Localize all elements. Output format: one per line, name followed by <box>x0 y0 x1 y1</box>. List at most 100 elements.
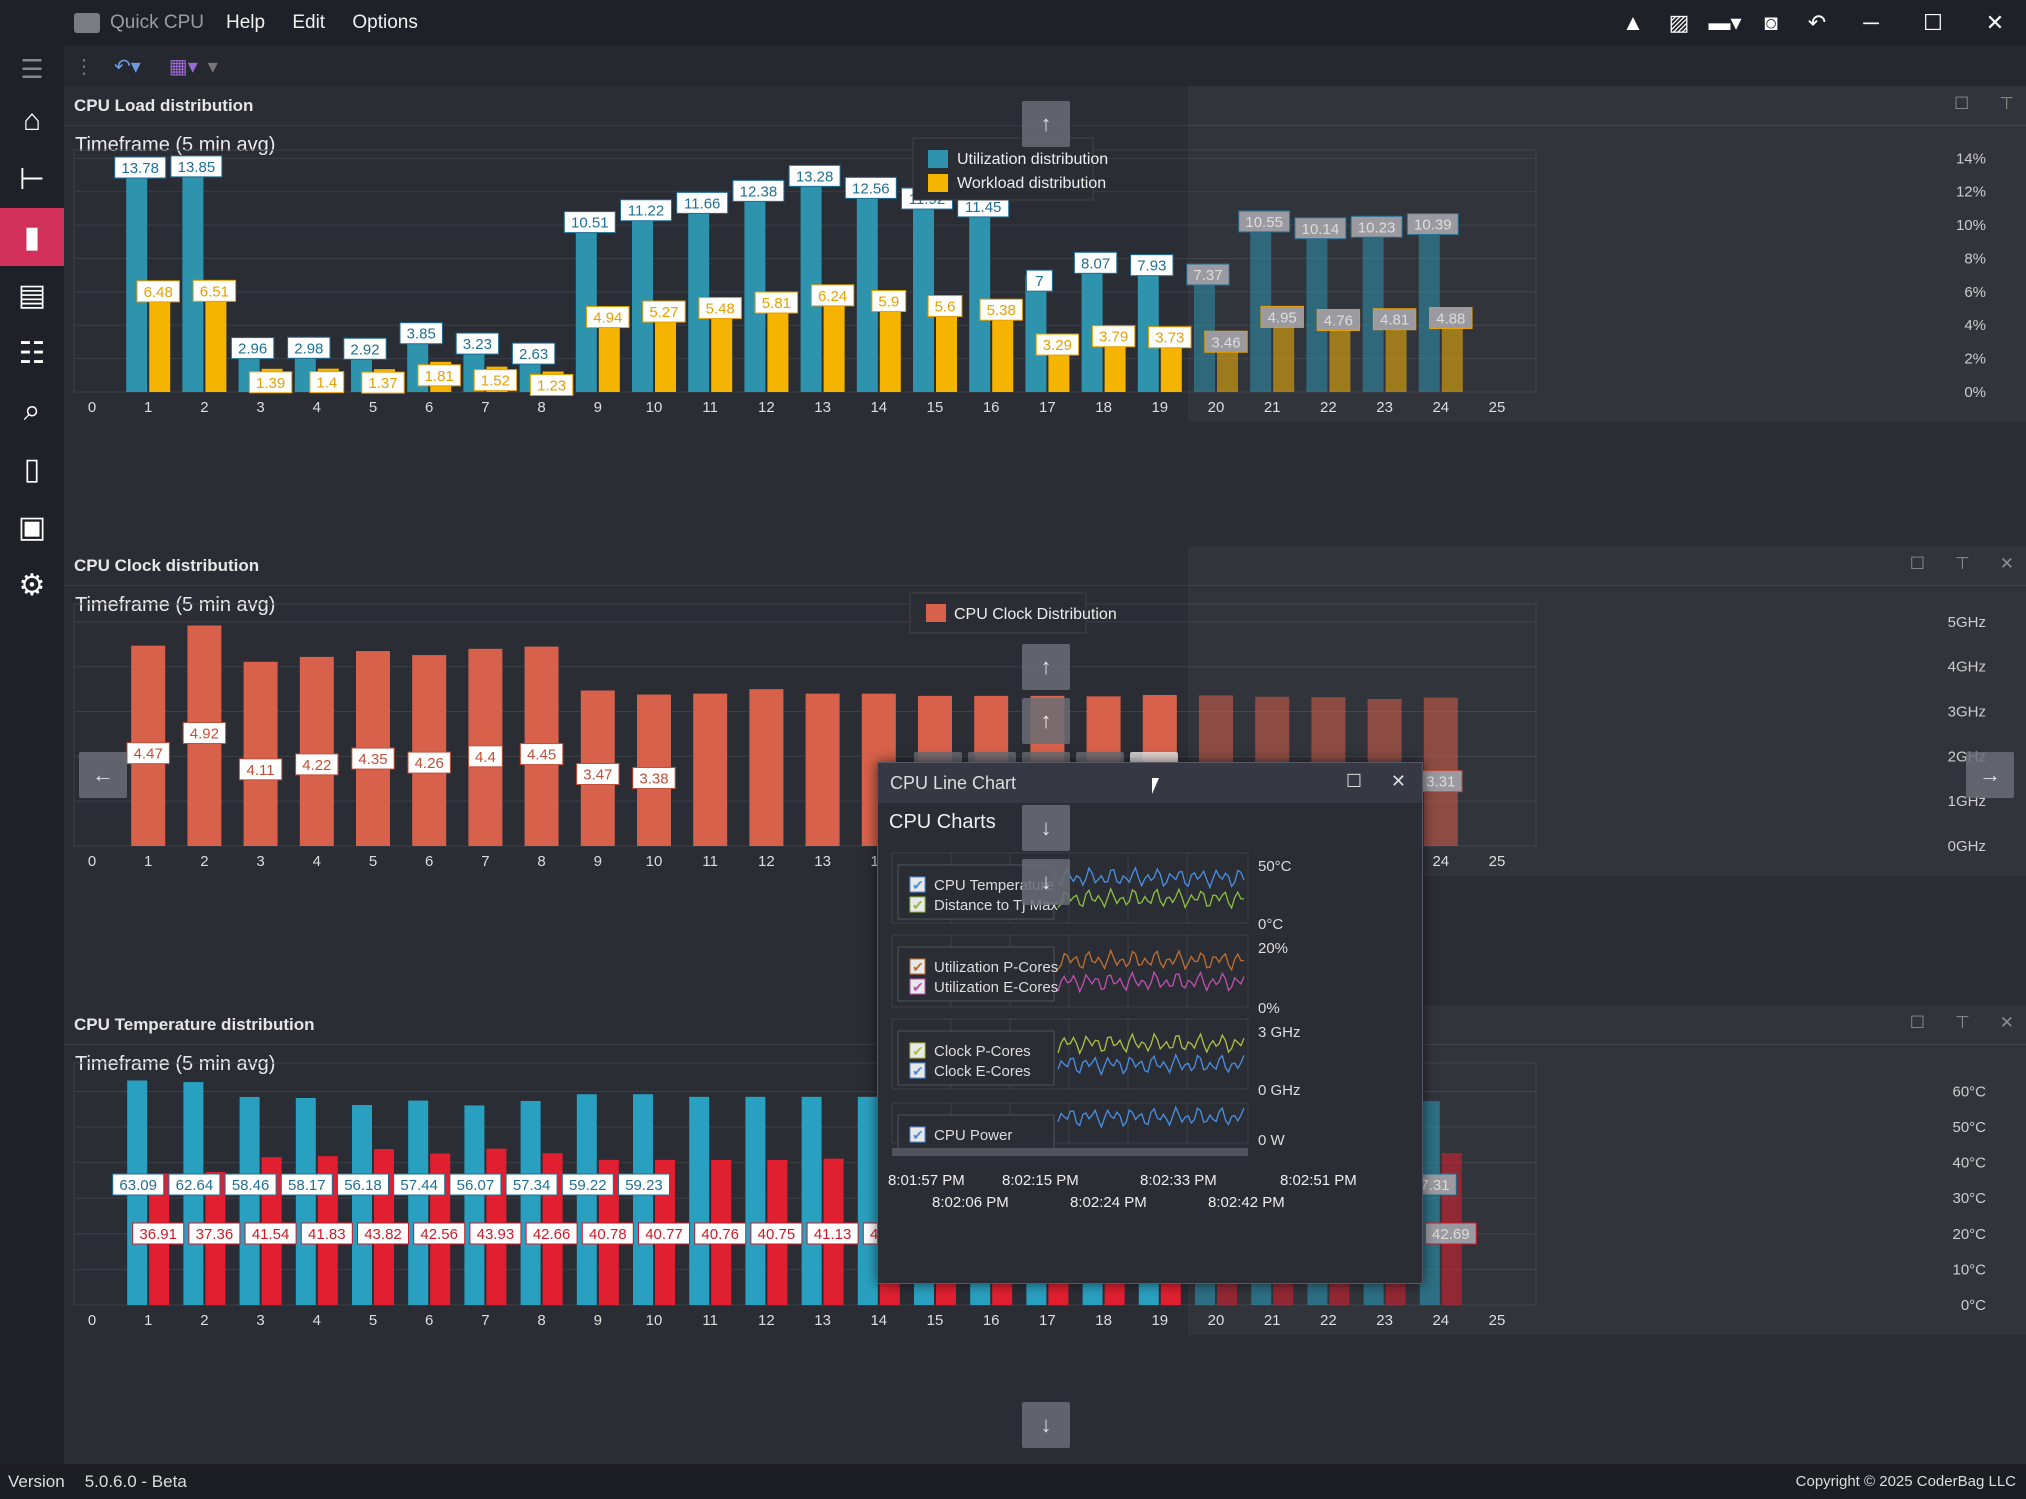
data-label: 11.22 <box>628 203 664 220</box>
undo-icon[interactable]: ↶ <box>1807 10 1827 35</box>
gear-icon[interactable]: ⚙ <box>18 568 46 602</box>
data-label: 7.37 <box>1193 267 1222 284</box>
bar <box>805 693 840 846</box>
hamburger-icon[interactable]: ☰ <box>20 53 44 84</box>
time-label: 8:02:42 PM <box>1208 1194 1285 1211</box>
dock-center-bottom[interactable]: ↓ <box>1022 805 1070 851</box>
list-settings-icon[interactable]: ☷ <box>18 336 46 370</box>
menu-edit[interactable]: Edit <box>292 12 326 33</box>
bar <box>243 661 278 846</box>
dock-right-button[interactable]: → <box>1966 752 2014 798</box>
bar <box>711 300 733 392</box>
bar <box>1419 1101 1440 1305</box>
bar <box>1441 310 1463 392</box>
layout-dropdown-icon[interactable]: ▦▾ <box>168 55 198 78</box>
title-bar: Quick CPU Help Edit Options ▲ ▨ ▬▾ ◙ ↶ ─… <box>0 0 2026 46</box>
data-label: 41.83 <box>308 1226 346 1243</box>
panel-title: CPU Clock distribution <box>74 556 260 575</box>
data-label-box <box>126 742 170 765</box>
gantt-icon[interactable]: ▤ <box>17 278 47 312</box>
maximize-button[interactable]: ☐ <box>1923 10 1943 35</box>
home-icon[interactable]: ⌂ <box>22 104 42 137</box>
data-label: 3.23 <box>463 336 492 353</box>
dock-center-top[interactable]: ↑ <box>1022 698 1070 744</box>
close-button[interactable]: ✕ <box>1985 10 2005 35</box>
line-chart-frame <box>891 1018 1249 1090</box>
x-tick-label: 11 <box>702 1312 718 1329</box>
book-icon[interactable]: ▯ <box>23 452 41 486</box>
dashboard-icon[interactable]: ▣ <box>17 510 47 544</box>
close-icon[interactable]: ✕ <box>1999 1013 2014 1032</box>
series-toggle-label: Utilization E-Cores <box>934 979 1058 996</box>
close-icon[interactable]: ✕ <box>1999 554 2014 573</box>
maximize-icon[interactable]: ☐ <box>1909 1013 1925 1032</box>
data-label: 2.98 <box>294 340 323 357</box>
data-label: 1.39 <box>256 375 285 392</box>
data-label-box <box>698 297 742 320</box>
data-label-box <box>519 743 564 766</box>
bar <box>352 1105 372 1305</box>
data-label: 2.63 <box>519 346 548 363</box>
data-label: 5.6 <box>935 299 956 316</box>
data-label: 4.76 <box>1324 313 1353 330</box>
data-label: 57.44 <box>400 1177 438 1194</box>
dock-top-button[interactable]: ↑ <box>1022 101 1070 147</box>
pin-icon[interactable]: ⊤ <box>1954 1013 1970 1032</box>
x-tick-label: 13 <box>814 853 831 870</box>
data-label-box <box>1204 330 1248 353</box>
x-tick-label: 20 <box>1208 399 1225 416</box>
undo-dropdown-icon[interactable]: ↶▾ <box>114 55 141 78</box>
y-tick-label: 4% <box>1964 317 1986 334</box>
chart-image-icon[interactable]: ▨ <box>1668 10 1690 35</box>
bar <box>412 655 447 846</box>
data-label: 10.51 <box>571 215 609 232</box>
data-label: 10.39 <box>1414 217 1452 234</box>
data-label: 1.81 <box>425 368 454 385</box>
dock-bottom-button[interactable]: ↓ <box>1022 1402 1070 1448</box>
search-doc-icon[interactable]: ⌕ <box>23 394 41 427</box>
series-toggle-label: Clock E-Cores <box>934 1063 1031 1080</box>
x-tick-label: 0 <box>88 1312 96 1329</box>
chevron-down-icon[interactable]: ▾ <box>207 55 218 78</box>
data-label-box <box>357 1222 409 1245</box>
snapshot-icon[interactable]: ◙ <box>1764 10 1778 35</box>
dock-left-button[interactable]: ← <box>79 752 127 798</box>
time-label: 8:02:06 PM <box>932 1194 1009 1211</box>
dock-center-top-outer[interactable]: ↑ <box>1022 644 1070 690</box>
maximize-icon[interactable]: ☐ <box>1345 771 1362 791</box>
y-tick-label: 40°C <box>1952 1155 1986 1172</box>
menu-help[interactable]: Help <box>225 12 266 33</box>
maximize-icon[interactable]: ☐ <box>1909 554 1925 573</box>
menu-options[interactable]: Options <box>352 12 418 33</box>
x-tick-label: 1 <box>144 853 152 870</box>
data-label: 3.46 <box>1211 334 1240 351</box>
tree-icon[interactable]: ⊢ <box>18 162 46 196</box>
bar <box>299 656 334 846</box>
series-toggle-label: CPU Power <box>934 1127 1012 1144</box>
data-label-box <box>300 1222 353 1245</box>
line-charts: ✔ CPU Temperature✔ Distance to Tj Max50°C0… <box>888 852 1357 1211</box>
series-toggle-label: Utilization P-Cores <box>934 959 1058 976</box>
data-label: 3.29 <box>1043 337 1072 354</box>
bar-chart-icon[interactable]: ▮ <box>0 208 64 266</box>
data-label-box <box>168 1173 221 1196</box>
cpu-line-chart-window[interactable]: CPU Line Chart ☐ ✕ CPU Charts ✔ CPU Tempe… <box>877 762 1423 1284</box>
data-label: 13.28 <box>796 168 834 185</box>
theme-selector-icon[interactable]: ▬▾ <box>1708 10 1742 35</box>
data-label-box <box>1091 325 1136 348</box>
close-icon[interactable]: ✕ <box>1390 771 1406 791</box>
pin-icon[interactable]: ⊤ <box>1999 94 2014 113</box>
dock-center-bottom-outer[interactable]: ↓ <box>1022 859 1070 905</box>
x-tick-label: 4 <box>313 853 321 870</box>
warning-icon[interactable]: ▲ <box>1622 10 1644 35</box>
legend-label: Workload distribution <box>957 175 1106 192</box>
minimize-button[interactable]: ─ <box>1863 10 1879 35</box>
line-chart-frame <box>891 934 1249 1008</box>
data-label-box <box>230 337 275 360</box>
x-tick-label: 25 <box>1489 1312 1506 1329</box>
pin-icon[interactable]: ⊤ <box>1954 554 1970 573</box>
legend-swatch <box>928 150 948 168</box>
legend-label: Utilization distribution <box>957 151 1108 168</box>
maximize-icon[interactable]: ☐ <box>1953 94 1970 113</box>
data-label-box <box>469 1222 522 1245</box>
